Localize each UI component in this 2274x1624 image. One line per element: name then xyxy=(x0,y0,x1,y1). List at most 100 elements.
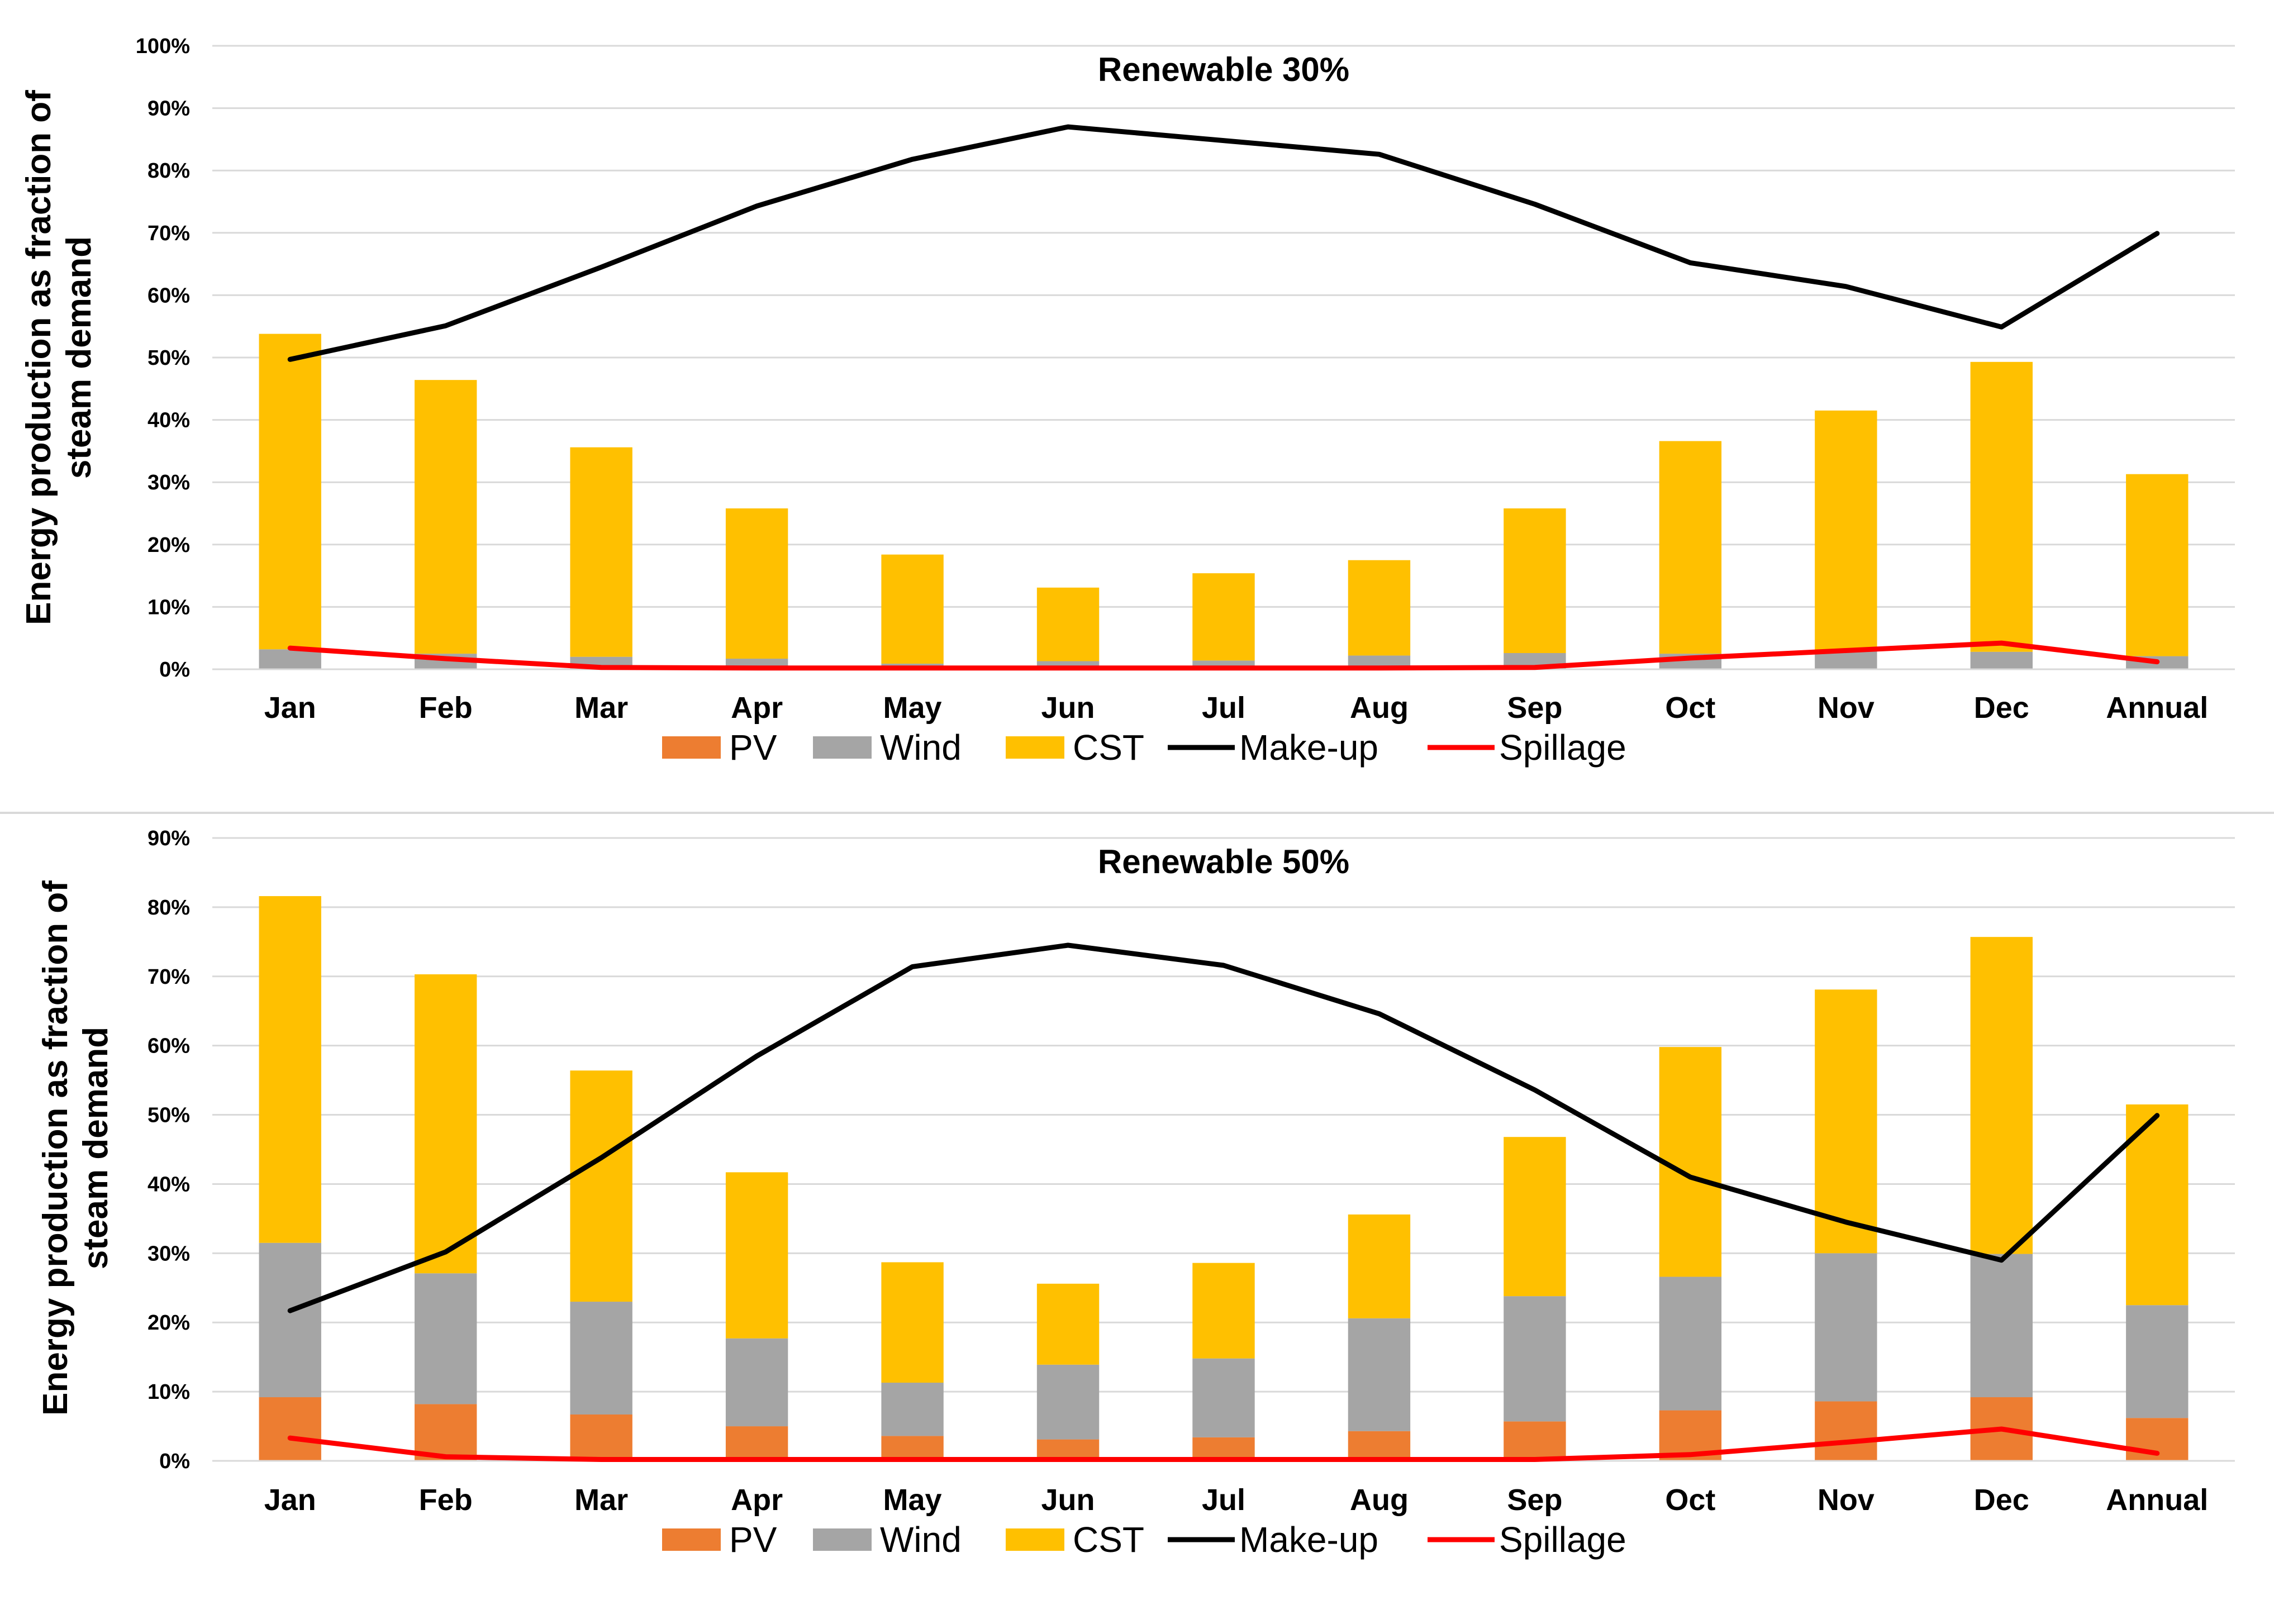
bar-wind-dec xyxy=(1970,1254,2033,1398)
legend-label: Spillage xyxy=(1499,1520,1626,1560)
legend-label: PV xyxy=(729,1520,777,1560)
y-axis-label-line: Energy production as fraction of xyxy=(20,90,58,625)
point-spillage-may xyxy=(910,1457,915,1462)
chart-title: Renewable 30% xyxy=(1098,51,1349,88)
bar-cst-oct xyxy=(1659,1047,1722,1277)
bar-cst-jul xyxy=(1192,1263,1255,1359)
y-tick-label: 30% xyxy=(148,471,190,494)
x-tick-label: Jun xyxy=(1041,1483,1095,1517)
bar-pv-jul xyxy=(1192,1437,1255,1461)
legend-item-make-up: Make-up xyxy=(1168,1520,1378,1560)
x-tick-label: Jul xyxy=(1202,691,1245,725)
bar-cst-jun xyxy=(1036,587,1100,661)
y-tick-label: 60% xyxy=(148,284,190,307)
y-tick-label: 70% xyxy=(148,965,190,989)
y-tick-label: 40% xyxy=(148,409,190,432)
point-make-up-jan xyxy=(288,1308,293,1313)
point-make-up-oct xyxy=(1688,1175,1693,1180)
legend-item-wind: Wind xyxy=(813,1520,962,1560)
point-spillage-jul xyxy=(1221,1457,1226,1462)
x-tick-label: Feb xyxy=(419,1483,473,1517)
bar-cst-feb xyxy=(415,974,477,1274)
x-tick-label: Nov xyxy=(1818,1483,1875,1517)
y-axis-label-line: Energy production as fraction of xyxy=(36,880,75,1416)
x-tick-label: Sep xyxy=(1507,1483,1562,1517)
y-tick-label: 50% xyxy=(148,1104,190,1127)
bar-wind-dec xyxy=(1970,651,2033,669)
bar-cst-apr xyxy=(725,1172,788,1339)
point-make-up-apr xyxy=(754,1054,759,1059)
bar-pv-feb xyxy=(415,1404,477,1461)
legend-label: Wind xyxy=(880,727,962,768)
legend-item-wind: Wind xyxy=(813,727,962,768)
bar-pv-jan xyxy=(259,1397,321,1461)
point-spillage-nov xyxy=(1843,1440,1848,1445)
legend-swatch-cst xyxy=(1006,1528,1064,1551)
y-tick-label: 80% xyxy=(148,896,190,920)
bar-cst-jul xyxy=(1192,573,1255,661)
point-make-up-jul xyxy=(1221,963,1226,968)
bar-cst-aug xyxy=(1348,560,1411,656)
point-make-up-sep xyxy=(1532,202,1537,207)
point-make-up-annual xyxy=(2154,1113,2159,1118)
legend-swatch-wind xyxy=(813,1528,872,1551)
point-spillage-sep xyxy=(1532,665,1537,670)
bar-cst-nov xyxy=(1815,410,1877,651)
y-tick-label: 20% xyxy=(148,1311,190,1335)
legend-item-cst: CST xyxy=(1006,1520,1144,1560)
bar-pv-mar xyxy=(570,1414,632,1461)
point-spillage-may xyxy=(910,665,915,670)
legend-item-pv: PV xyxy=(662,727,777,768)
bar-wind-aug xyxy=(1348,1318,1411,1431)
point-make-up-dec xyxy=(1999,325,2004,330)
bar-wind-oct xyxy=(1659,1277,1722,1411)
point-spillage-jul xyxy=(1221,665,1226,670)
point-spillage-dec xyxy=(1999,1427,2004,1432)
chart-title: Renewable 50% xyxy=(1098,843,1349,880)
bar-cst-dec xyxy=(1970,937,2033,1254)
bar-cst-jun xyxy=(1036,1283,1100,1365)
x-tick-label: Dec xyxy=(1974,691,2029,725)
legend-label: Make-up xyxy=(1239,727,1378,768)
legend-label: Spillage xyxy=(1499,727,1626,768)
legend-label: CST xyxy=(1073,1520,1144,1560)
point-spillage-apr xyxy=(754,665,759,670)
point-spillage-apr xyxy=(754,1457,759,1462)
bar-wind-may xyxy=(881,1383,944,1436)
legend-item-make-up: Make-up xyxy=(1168,727,1378,768)
point-spillage-mar xyxy=(599,665,604,670)
point-make-up-apr xyxy=(754,203,759,208)
y-tick-label: 90% xyxy=(148,827,190,850)
bar-pv-sep xyxy=(1504,1421,1566,1461)
x-tick-label: Dec xyxy=(1974,1483,2029,1517)
x-tick-label: Oct xyxy=(1665,691,1715,725)
x-tick-label: Jun xyxy=(1041,691,1095,725)
bar-cst-dec xyxy=(1970,361,2033,652)
point-spillage-jun xyxy=(1065,1457,1071,1462)
point-spillage-feb xyxy=(443,656,448,661)
legend-label: PV xyxy=(729,727,777,768)
x-tick-label: Jan xyxy=(264,691,316,725)
x-tick-label: Nov xyxy=(1818,691,1875,725)
point-make-up-nov xyxy=(1843,1220,1848,1225)
point-spillage-aug xyxy=(1377,665,1382,670)
bar-cst-annual xyxy=(2126,474,2189,656)
x-tick-label: Apr xyxy=(731,691,783,725)
y-tick-label: 0% xyxy=(159,658,190,682)
y-tick-label: 0% xyxy=(159,1450,190,1473)
bar-wind-apr xyxy=(725,1338,788,1427)
bar-wind-jun xyxy=(1036,1364,1100,1440)
bar-cst-may xyxy=(881,1262,944,1383)
x-tick-label: May xyxy=(883,1483,942,1517)
x-tick-label: Feb xyxy=(419,691,473,725)
y-tick-label: 90% xyxy=(148,97,190,121)
point-spillage-nov xyxy=(1843,648,1848,653)
point-spillage-jan xyxy=(288,646,293,651)
bar-wind-mar xyxy=(570,1302,632,1415)
bar-cst-feb xyxy=(415,380,477,654)
bar-cst-oct xyxy=(1659,441,1722,654)
legend-swatch-cst xyxy=(1006,736,1064,759)
point-make-up-jun xyxy=(1065,125,1071,130)
